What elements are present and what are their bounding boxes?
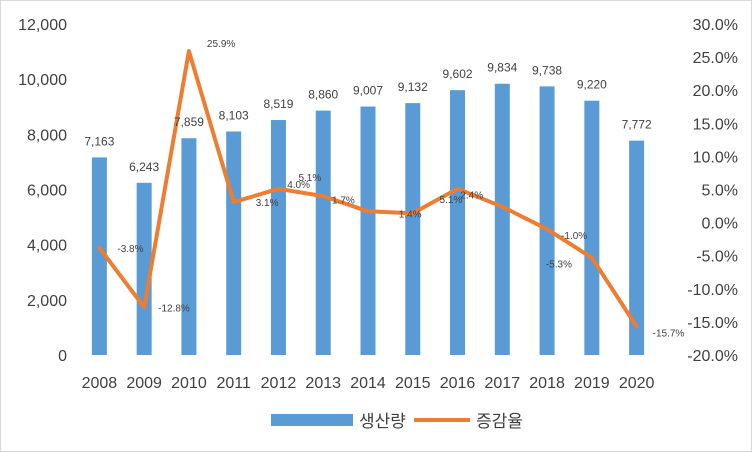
bar-data-label: 8,519 bbox=[263, 97, 293, 111]
right-axis-tick-label: 10.0% bbox=[693, 149, 738, 166]
x-axis-tick-label: 2020 bbox=[619, 375, 655, 392]
bar-data-label: 7,772 bbox=[622, 118, 652, 132]
line-data-label: -3.8% bbox=[117, 244, 143, 255]
left-axis: 0 2,000 4,000 6,000 8,000 10,000 12,000 bbox=[18, 17, 67, 365]
legend-label-bar: 생산량 bbox=[359, 412, 406, 431]
line-data-label: 1.7% bbox=[332, 195, 355, 206]
left-axis-tick-label: 6,000 bbox=[27, 183, 67, 200]
line-data-label: 5.1% bbox=[298, 173, 321, 184]
x-axis-tick-label: 2014 bbox=[350, 375, 386, 392]
bar-data-label: 8,860 bbox=[308, 88, 338, 102]
right-axis-tick-label: 20.0% bbox=[693, 83, 738, 100]
x-axis-tick-label: 2017 bbox=[485, 375, 521, 392]
left-axis-tick-label: 4,000 bbox=[27, 238, 67, 255]
left-axis-tick-label: 0 bbox=[58, 348, 67, 365]
bar bbox=[629, 140, 645, 355]
right-axis-tick-label: 0.0% bbox=[702, 216, 738, 233]
bar-data-label: 9,132 bbox=[398, 80, 428, 94]
bar-data-label: 9,834 bbox=[487, 61, 517, 75]
bar-data-label: 8,103 bbox=[219, 108, 249, 122]
legend-swatch-bar bbox=[271, 414, 353, 426]
line-series bbox=[97, 49, 639, 329]
bar bbox=[450, 90, 466, 355]
right-axis-tick-label: 15.0% bbox=[693, 116, 738, 133]
x-axis-tick-label: 2010 bbox=[171, 375, 207, 392]
bar bbox=[181, 138, 197, 355]
line-data-label: 1.4% bbox=[399, 209, 422, 220]
right-axis-tick-label: -20.0% bbox=[687, 348, 738, 365]
left-axis-tick-label: 8,000 bbox=[27, 127, 67, 144]
bar-data-label: 9,738 bbox=[532, 63, 562, 77]
bar-data-label: 9,220 bbox=[577, 78, 607, 92]
bar bbox=[494, 83, 510, 356]
x-axis-tick-label: 2008 bbox=[82, 375, 118, 392]
line-data-labels: -3.8%-12.8%25.9%3.1%5.1%4.0%1.7%1.4%5.1%… bbox=[117, 39, 684, 339]
legend: 생산량 증감율 bbox=[271, 412, 523, 431]
line-data-label: -12.8% bbox=[158, 303, 190, 314]
right-axis: -20.0% -15.0% -10.0% -5.0% 0.0% 5.0% 10.0% 15.0… bbox=[687, 17, 738, 365]
bar-data-label: 9,602 bbox=[443, 67, 473, 81]
legend-label-line: 증감율 bbox=[476, 412, 523, 431]
line-data-label: -5.3% bbox=[546, 260, 572, 271]
left-axis-tick-label: 2,000 bbox=[27, 293, 67, 310]
right-axis-tick-label: -10.0% bbox=[687, 282, 738, 299]
line-data-label: 2.4% bbox=[460, 191, 483, 202]
x-axis: 2008 2009 2010 2011 2012 2013 2014 2015 2016 2017… bbox=[82, 375, 655, 392]
left-axis-tick-label: 10,000 bbox=[18, 72, 67, 89]
x-axis-tick-label: 2012 bbox=[261, 375, 297, 392]
right-axis-tick-label: 25.0% bbox=[693, 50, 738, 67]
bar-data-label: 6,243 bbox=[129, 160, 159, 174]
bar-data-labels: 7,163 6,243 7,859 8,103 8,519 8,860 9,007 9,132… bbox=[84, 61, 652, 174]
bar bbox=[226, 131, 242, 355]
line-data-label: 3.1% bbox=[256, 198, 279, 209]
bar-data-label: 9,007 bbox=[353, 84, 383, 98]
x-axis-tick-label: 2019 bbox=[574, 375, 610, 392]
x-axis-tick-label: 2011 bbox=[216, 375, 251, 392]
line-data-label: -15.7% bbox=[653, 329, 685, 340]
bar-data-label: 7,859 bbox=[174, 115, 204, 129]
bar bbox=[270, 120, 286, 356]
right-axis-tick-label: 30.0% bbox=[693, 17, 738, 34]
line-data-label: 4.0% bbox=[287, 180, 310, 191]
bar bbox=[584, 100, 600, 355]
growth-line bbox=[97, 49, 639, 329]
right-axis-tick-label: -15.0% bbox=[687, 315, 738, 332]
x-axis-tick-label: 2015 bbox=[395, 375, 431, 392]
x-axis-tick-label: 2013 bbox=[305, 375, 341, 392]
x-axis-tick-label: 2018 bbox=[529, 375, 565, 392]
bar bbox=[360, 106, 376, 355]
line-data-label: 25.9% bbox=[207, 39, 235, 50]
bar bbox=[315, 110, 331, 355]
line-data-label: 5.1% bbox=[440, 195, 463, 206]
line-data-label: -1.0% bbox=[561, 231, 587, 242]
bar-data-label: 7,163 bbox=[84, 134, 114, 148]
bar bbox=[539, 86, 555, 356]
x-axis-tick-label: 2016 bbox=[440, 375, 476, 392]
x-axis-tick-label: 2009 bbox=[126, 375, 162, 392]
left-axis-tick-label: 12,000 bbox=[18, 17, 67, 34]
bar bbox=[91, 157, 107, 355]
right-axis-tick-label: 5.0% bbox=[702, 183, 738, 200]
bar bbox=[405, 103, 421, 355]
bar bbox=[136, 182, 152, 355]
right-axis-tick-label: -5.0% bbox=[696, 249, 738, 266]
